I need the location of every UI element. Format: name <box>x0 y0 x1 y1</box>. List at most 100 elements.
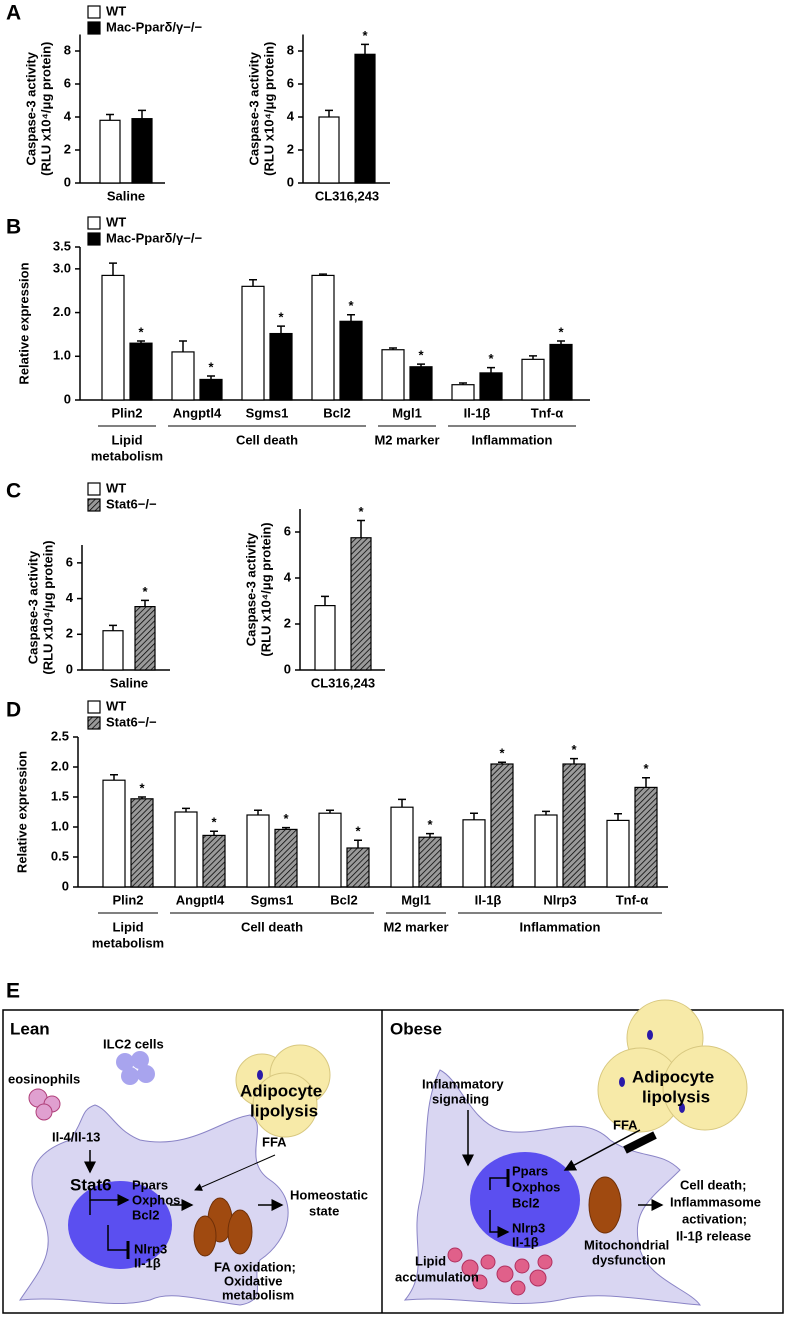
significance: * <box>208 359 214 374</box>
error-bar <box>487 366 495 373</box>
label: Il-4/Il-13 <box>52 1129 100 1144</box>
y-tick-label: 2.0 <box>53 304 71 319</box>
error-bar <box>459 382 467 385</box>
group-label: Lipid <box>111 432 142 447</box>
group-label: Lipid <box>112 919 143 934</box>
error-bar <box>182 807 190 812</box>
bar <box>171 351 195 401</box>
error-bar <box>529 355 537 360</box>
y-axis-label: Caspase-3 activity <box>25 550 40 664</box>
error-bar <box>179 340 187 352</box>
frame <box>2 1009 784 1314</box>
bar <box>274 828 298 888</box>
bar <box>339 320 363 401</box>
x-tick-label: Tnf-α <box>531 405 564 420</box>
error-bar <box>570 757 578 764</box>
legend-label: Mac-Pparδ/γ−/− <box>106 230 202 245</box>
y-tick-label: 2 <box>284 615 291 630</box>
label: Inflammatory <box>422 1076 504 1091</box>
x-tick-label: Sgms1 <box>251 892 294 907</box>
error-bar <box>470 812 478 820</box>
y-tick-label: 2 <box>66 626 73 641</box>
bar <box>130 798 154 888</box>
y-axis-label: (RLU x10⁴/μg protein) <box>40 540 55 674</box>
label: signaling <box>432 1091 489 1106</box>
y-tick-label: 4 <box>64 108 72 123</box>
group-label: Inflammation <box>472 432 553 447</box>
x-tick-label: Mgl1 <box>401 892 431 907</box>
error-bar <box>109 624 117 631</box>
bar <box>241 285 265 401</box>
inhibit-arrow <box>107 1225 130 1259</box>
bar <box>490 763 514 888</box>
error-bar <box>642 777 650 788</box>
y-tick-label: 0.5 <box>51 848 69 863</box>
error-bar <box>321 595 329 606</box>
error-bar <box>325 109 333 117</box>
y-tick-label: 6 <box>287 75 294 90</box>
bar <box>129 342 153 401</box>
label: Il-1β release <box>676 1228 751 1243</box>
y-axis-label: Caspase-3 activity <box>243 532 258 646</box>
significance: * <box>571 742 577 757</box>
eosinophils-icon <box>28 1088 61 1121</box>
legend-label: WT <box>106 214 126 229</box>
label: ILC2 cells <box>103 1036 164 1051</box>
x-tick-label: CL316,243 <box>311 675 375 690</box>
y-tick-label: 1.5 <box>51 788 69 803</box>
label: Oxphos <box>512 1179 560 1194</box>
y-tick-label: 0 <box>62 878 69 893</box>
error-bar <box>249 279 257 287</box>
legend-swatch <box>87 216 101 230</box>
group-label: Cell death <box>241 919 303 934</box>
bar <box>354 53 376 184</box>
x-tick-label: Plin2 <box>111 405 142 420</box>
group-label: Inflammation <box>520 919 601 934</box>
significance: * <box>488 351 494 366</box>
y-tick-label: 0 <box>64 391 71 406</box>
y-axis-label: (RLU x10⁴/μg protein) <box>38 42 53 176</box>
legend-swatch <box>87 498 101 512</box>
label: Oxphos <box>132 1192 180 1207</box>
legend-swatch <box>87 232 101 246</box>
diagram: Lean eosinophils ILC2 cells Adipocyte li… <box>2 999 784 1314</box>
y-tick-label: 4 <box>66 590 74 605</box>
error-bar <box>398 798 406 808</box>
label: FFA <box>613 1117 638 1132</box>
y-tick-label: 2.5 <box>51 728 69 743</box>
ilc2-icon <box>116 1051 155 1085</box>
significance: * <box>558 324 564 339</box>
y-tick-label: 0 <box>287 174 294 189</box>
y-tick-label: 3.0 <box>53 260 71 275</box>
significance: * <box>362 28 368 43</box>
error-bar <box>110 774 118 781</box>
x-tick-label: Mgl1 <box>392 405 422 420</box>
y-tick-label: 0 <box>66 661 73 676</box>
significance: * <box>643 761 649 776</box>
label: Stat6 <box>70 1175 112 1194</box>
label: Obese <box>390 1019 442 1038</box>
significance: * <box>142 584 148 599</box>
label: FFA <box>262 1134 287 1149</box>
x-tick-label: Bcl2 <box>323 405 350 420</box>
label: Nlrp3 <box>512 1220 545 1235</box>
bar <box>311 274 335 401</box>
y-tick-label: 0 <box>284 661 291 676</box>
label: metabolism <box>222 1287 294 1302</box>
label: Ppars <box>512 1163 548 1178</box>
y-tick-label: 1.0 <box>53 348 71 363</box>
label: Nlrp3 <box>134 1241 167 1256</box>
bar <box>314 604 336 671</box>
x-tick-label: Saline <box>110 675 148 690</box>
adipocyte-nucleus <box>619 1077 625 1087</box>
error-bar <box>277 325 285 334</box>
legend-label: WT <box>106 480 126 495</box>
legend-swatch <box>87 21 101 35</box>
x-tick-label: Bcl2 <box>330 892 357 907</box>
legend-label: WT <box>106 698 126 713</box>
legend-label: Stat6−/− <box>106 714 157 729</box>
bar <box>562 763 586 888</box>
label: Ppars <box>132 1177 168 1192</box>
bar <box>102 779 126 888</box>
y-tick-label: 6 <box>64 75 71 90</box>
